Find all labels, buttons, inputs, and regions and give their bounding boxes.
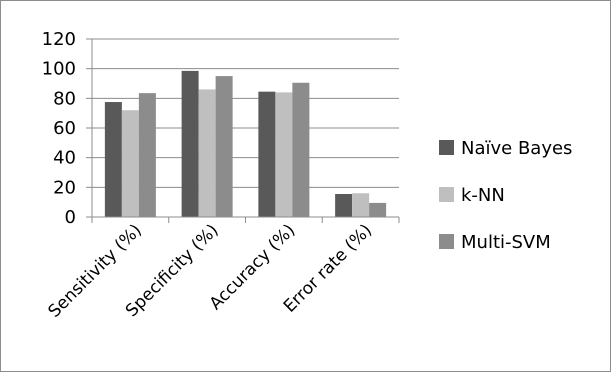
y-tick-label: 40 <box>53 148 76 169</box>
bar <box>352 193 370 217</box>
bar <box>181 70 199 218</box>
y-tick-label: 100 <box>42 59 76 80</box>
bar <box>198 89 216 217</box>
legend-label: k-NN <box>461 185 505 206</box>
axes <box>91 39 400 223</box>
legend-label: Multi-SVM <box>461 232 551 253</box>
y-tick-labels: 0 20 40 60 80 100 120 <box>42 29 76 228</box>
bar <box>104 102 122 217</box>
x-tick-labels: Sensitivity (%)Specificity (%)Accuracy (… <box>45 220 377 321</box>
bar <box>138 93 156 217</box>
bar <box>121 110 139 217</box>
bar <box>215 76 233 217</box>
legend-swatch <box>439 140 454 155</box>
bar <box>275 92 293 217</box>
y-tick-label: 120 <box>42 29 76 50</box>
y-tick-label: 60 <box>53 118 76 139</box>
bars <box>104 70 387 218</box>
bar <box>369 202 387 217</box>
legend-swatch <box>439 187 454 202</box>
bar <box>292 82 310 217</box>
y-tick-label: 0 <box>65 207 76 228</box>
y-tick-label: 20 <box>53 177 76 198</box>
y-tick-label: 80 <box>53 88 76 109</box>
legend-label: Naïve Bayes <box>461 138 572 159</box>
bar <box>258 91 276 217</box>
legend: Naïve Bayes k-NN Multi-SVM <box>439 138 572 253</box>
bar <box>335 194 353 217</box>
legend-swatch <box>439 234 454 249</box>
